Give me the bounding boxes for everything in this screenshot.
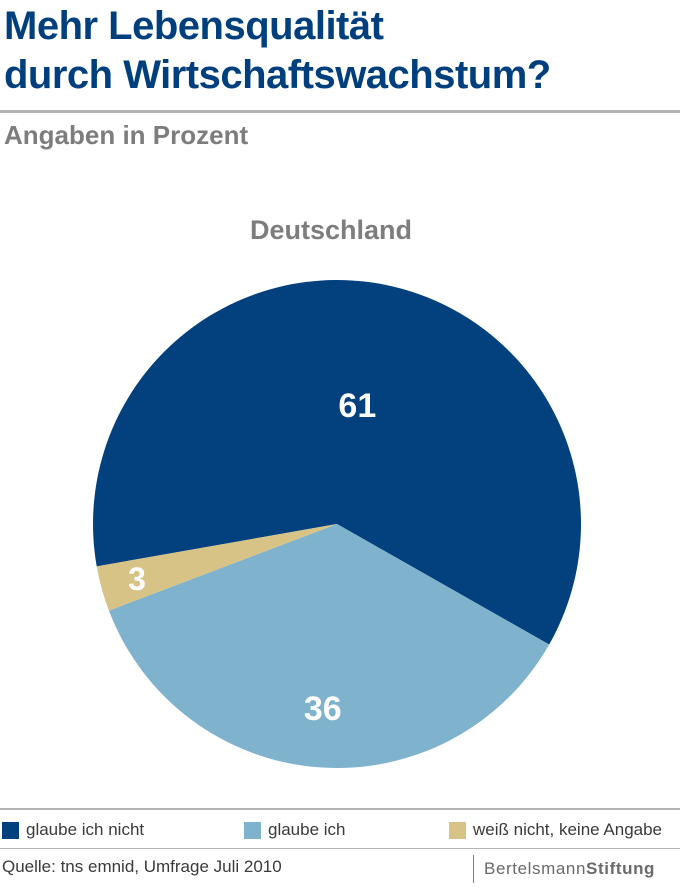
title-line-1: Mehr Lebensqualität	[4, 4, 384, 48]
top-divider	[0, 110, 680, 113]
pie-chart-title: Deutschland	[249, 215, 413, 245]
legend-item-weiss-nicht: weiß nicht, keine Angabe	[449, 820, 662, 840]
legend-label: glaube ich	[268, 820, 346, 839]
legend-swatch-dark-blue	[2, 821, 19, 839]
pie-data-label: 36	[304, 690, 342, 728]
legend-swatch-light-blue	[244, 821, 261, 839]
chart-title-main: Mehr Lebensqualität durch Wirtschaftswac…	[4, 2, 674, 100]
legend-divider	[0, 808, 680, 810]
legend-swatch-tan	[449, 821, 466, 839]
source-divider	[0, 848, 680, 849]
title-line-2: durch Wirtschaftswachstum?	[4, 53, 551, 97]
legend-label: weiß nicht, keine Angabe	[473, 820, 663, 839]
legend: glaube ich nicht glaube ich weiß nicht, …	[0, 820, 680, 844]
pie-slice-glaube-ich	[108, 524, 550, 768]
pie-slice-glaube-ich-nicht	[92, 279, 582, 645]
pie-data-label: 61	[338, 387, 376, 425]
source-note: Quelle: tns emnid, Umfrage Juli 2010	[2, 857, 282, 876]
brand-part-1: Bertelsmann	[484, 859, 587, 878]
chart-subtitle: Angaben in Prozent	[4, 120, 249, 150]
brand-part-2: Stiftung	[586, 859, 656, 878]
legend-item-glaube-ich: glaube ich	[244, 820, 346, 840]
pie-slice-wei-nicht-keine-angabe	[96, 524, 337, 611]
legend-item-glaube-ich-nicht: glaube ich nicht	[2, 820, 144, 840]
pie-data-label: 3	[128, 561, 146, 597]
bertelsmann-stiftung-logo: BertelsmannStiftung	[484, 859, 655, 879]
brand-separator	[473, 855, 474, 883]
legend-label: glaube ich nicht	[26, 820, 145, 839]
